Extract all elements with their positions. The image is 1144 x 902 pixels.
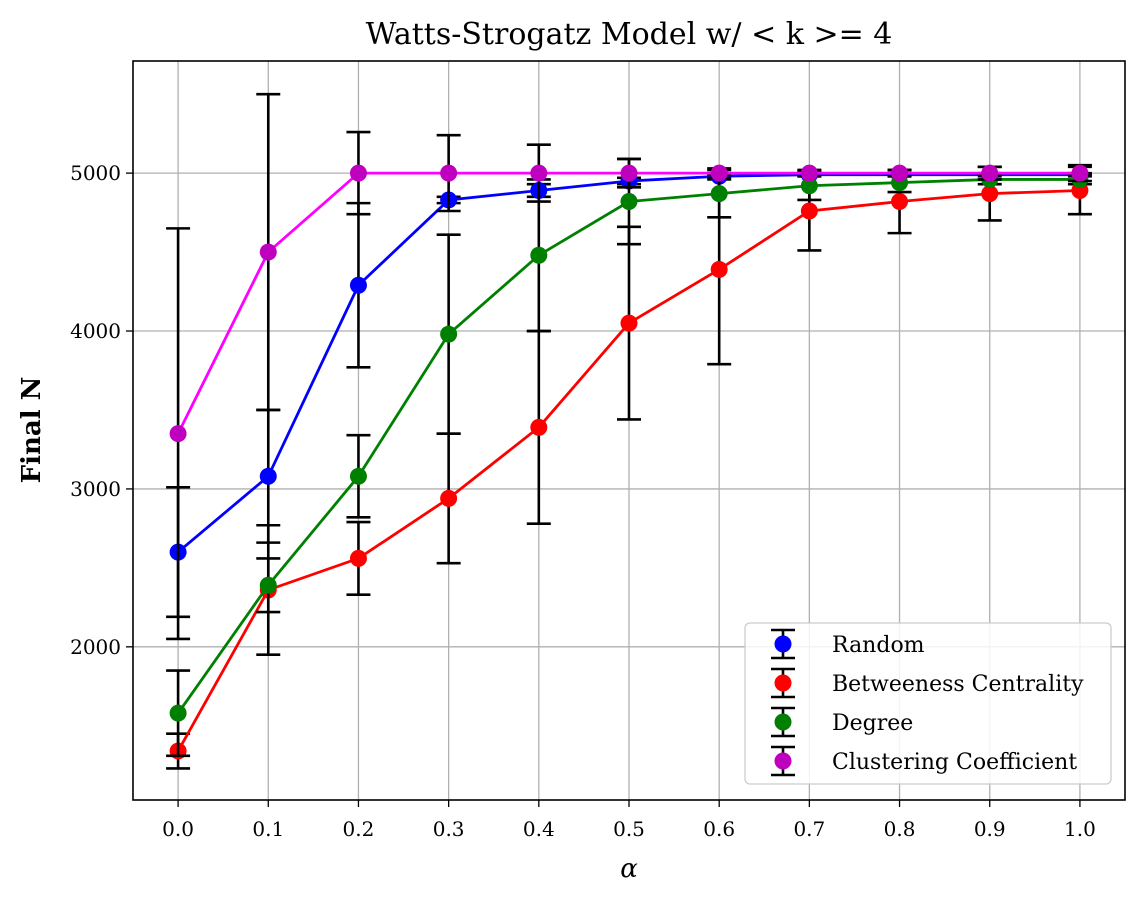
data-point (259, 467, 277, 485)
x-tick-label: 0.3 (433, 817, 465, 841)
y-tick-label: 2000 (70, 635, 121, 659)
x-tick-label: 0.8 (884, 817, 916, 841)
data-point (440, 164, 458, 182)
data-point (891, 164, 909, 182)
data-point (981, 185, 999, 203)
data-point (710, 164, 728, 182)
x-axis-label: α (620, 854, 638, 884)
data-point (620, 193, 638, 211)
series-betweeness-centrality (166, 165, 1092, 770)
data-point (259, 243, 277, 261)
x-tick-label: 1.0 (1064, 817, 1096, 841)
data-point (530, 246, 548, 264)
data-point (710, 185, 728, 203)
data-point (620, 164, 638, 182)
y-axis-label: Final N (17, 377, 47, 484)
legend-marker (774, 674, 792, 692)
data-point (800, 202, 818, 220)
x-tick-label: 0.6 (703, 817, 735, 841)
x-tick-label: 0.1 (252, 817, 284, 841)
legend-label: Degree (832, 711, 913, 736)
series-degree (166, 157, 1092, 758)
data-point (349, 276, 367, 294)
data-point (169, 425, 187, 443)
legend-entry: Betweeness Centrality (771, 667, 1084, 699)
data-point (349, 467, 367, 485)
legend-entries: Random Betweeness Centrality Degree Cluster… (771, 628, 1084, 777)
data-point (530, 418, 548, 436)
y-tick-label: 4000 (70, 319, 121, 343)
data-point (259, 576, 277, 594)
legend-entry: Random (771, 628, 925, 660)
y-tick-label: 3000 (70, 477, 121, 501)
legend-marker (774, 752, 792, 770)
series-clustering-coefficient (166, 92, 1092, 641)
y-axis-ticks: 2000 3000 4000 5000 (70, 161, 133, 659)
plot-frame (132, 60, 1126, 801)
data-point (530, 164, 548, 182)
series-layer (166, 92, 1092, 770)
data-point (800, 164, 818, 182)
data-point (891, 193, 909, 211)
legend-box (744, 622, 1112, 785)
x-tick-label: 0.2 (343, 817, 375, 841)
x-tick-label: 0.9 (974, 817, 1006, 841)
data-point (800, 177, 818, 195)
data-point (169, 704, 187, 722)
x-tick-label: 0.7 (793, 817, 825, 841)
data-point (1071, 164, 1089, 182)
chart-title: Watts-Strogatz Model w/ < k >= 4 (366, 17, 893, 52)
legend-label: Betweeness Centrality (832, 672, 1084, 697)
x-tick-label: 0.4 (523, 817, 555, 841)
data-point (440, 489, 458, 507)
data-point (440, 325, 458, 343)
legend-entry: Degree (771, 706, 913, 738)
legend-entry: Clustering Coefficient (771, 745, 1077, 777)
y-tick-label: 5000 (70, 161, 121, 185)
x-tick-label: 0.0 (162, 817, 194, 841)
legend-marker (774, 713, 792, 731)
data-point (349, 164, 367, 182)
data-point (710, 260, 728, 278)
data-point (349, 549, 367, 567)
x-tick-label: 0.5 (613, 817, 645, 841)
data-point (620, 314, 638, 332)
legend-label: Clustering Coefficient (832, 750, 1077, 775)
legend-marker (774, 635, 792, 653)
x-axis-ticks: 0.0 0.1 0.2 0.3 0.4 0.5 0.6 0.7 0.8 0.9 1.0 (162, 800, 1096, 841)
legend-label: Random (832, 633, 925, 658)
legend: Random Betweeness Centrality Degree Cluster… (744, 622, 1112, 785)
data-point (981, 164, 999, 182)
